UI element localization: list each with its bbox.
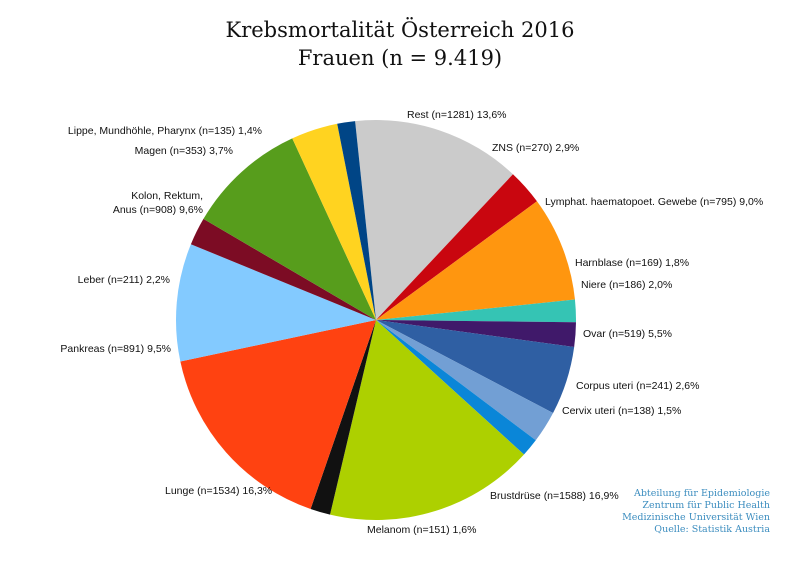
pie-slice: [355, 120, 513, 321]
slice-label: Harnblase (n=169) 1,8%: [575, 257, 689, 269]
pie-slice: [175, 244, 376, 362]
pie-slice: [376, 320, 575, 414]
slice-label: ZNS (n=270) 2,9%: [492, 142, 579, 154]
pie-slice: [190, 218, 376, 320]
pie-slice: [337, 121, 376, 320]
source-line-dept: Abteilung für Epidemiologie: [633, 488, 770, 499]
slice-label: Lunge (n=1534) 16,3%: [165, 485, 272, 497]
pie-slice: [203, 138, 376, 320]
source-note: Abteilung für Epidemiologie Zentrum für …: [570, 488, 770, 536]
slice-label: Ovar (n=519) 5,5%: [583, 328, 672, 340]
pie-slices: [175, 120, 577, 521]
pie-slice: [376, 320, 536, 455]
source-line-university: Medizinische Universität Wien: [622, 512, 770, 523]
slice-label: Lymphat. haematopoet. Gewebe (n=795) 9,0…: [545, 196, 763, 208]
slice-label: Melanom (n=151) 1,6%: [367, 524, 476, 536]
source-line-center: Zentrum für Public Health: [642, 500, 770, 511]
slice-label: Leber (n=211) 2,2%: [78, 274, 170, 286]
slice-label: Lippe, Mundhöhle, Pharynx (n=135) 1,4%: [68, 125, 262, 137]
pie-slice: [180, 320, 376, 509]
slice-labels: Rest (n=1281) 13,6% ZNS (n=270) 2,9% Lymph…: [60, 109, 763, 536]
slice-label: Magen (n=353) 3,7%: [135, 145, 233, 157]
pie-slice: [292, 123, 376, 320]
pie-slice: [376, 299, 577, 323]
slice-label: Pankreas (n=891) 9,5%: [60, 343, 171, 355]
pie-slice: [330, 320, 524, 521]
source-line-quelle: Quelle: Statistik Austria: [654, 524, 770, 535]
chart-subtitle: Frauen (n = 9.419): [297, 46, 503, 70]
pie-slice: [376, 320, 554, 441]
slice-label: Kolon, Rektum, Anus (n=908) 9,6%: [113, 190, 203, 216]
slice-label: Niere (n=186) 2,0%: [581, 279, 672, 291]
pie-slice: [376, 320, 576, 348]
slice-label: Corpus uteri (n=241) 2,6%: [576, 380, 699, 392]
slice-label: Rest (n=1281) 13,6%: [407, 109, 507, 121]
slice-label: Brustdrüse (n=1588) 16,9%: [490, 490, 619, 502]
pie-slice: [376, 174, 537, 320]
chart-title: Krebsmortalität Österreich 2016: [225, 18, 575, 42]
slice-label: Cervix uteri (n=138) 1,5%: [562, 405, 681, 417]
pie-slice: [376, 201, 575, 320]
pie-slice: [310, 320, 376, 515]
